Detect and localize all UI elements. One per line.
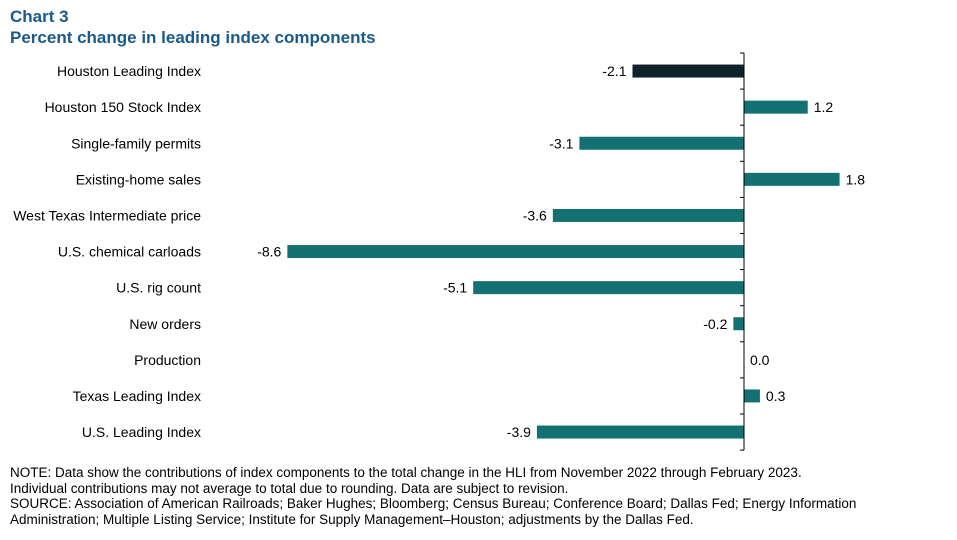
category-label: U.S. chemical carloads [58,244,201,260]
source-line: Administration; Multiple Listing Service… [10,511,694,527]
bar [552,208,744,222]
bar [536,425,744,439]
bar [744,100,808,114]
data-label: 0.3 [766,388,786,404]
data-label: 0.0 [750,352,770,368]
category-label: West Texas Intermediate price [13,207,201,223]
note-line: Individual contributions may not average… [10,480,569,496]
data-label: -5.1 [443,280,467,296]
data-label: -0.2 [703,316,727,332]
category-label: Single-family permits [71,135,201,151]
bar [473,281,744,295]
data-label: 1.2 [814,99,834,115]
category-label: Houston Leading Index [57,63,201,79]
bar [287,245,744,259]
bar [579,136,744,150]
category-label: Texas Leading Index [73,388,201,404]
source-line: SOURCE: Association of American Railroad… [10,496,857,512]
bar [744,172,840,186]
category-label: U.S. rig count [116,280,201,296]
data-label: 1.8 [846,171,866,187]
bar [632,64,744,78]
data-label: -3.9 [507,424,531,440]
data-label: -8.6 [257,244,281,260]
data-label: -2.1 [602,63,626,79]
category-label: Production [134,352,201,368]
category-label: New orders [129,316,201,332]
data-label: -3.6 [523,207,547,223]
category-label: U.S. Leading Index [82,424,201,440]
category-label: Houston 150 Stock Index [45,99,201,115]
category-label: Existing-home sales [76,171,201,187]
data-label: -3.1 [549,135,573,151]
chart-number: Chart 3 [10,7,69,26]
title-block: Chart 3 Percent change in leading index … [10,6,376,48]
note-line: NOTE: Data show the contributions of ind… [10,465,802,480]
bar [733,317,744,331]
chart-notes: NOTE: Data show the contributions of ind… [10,465,950,527]
chart-title: Percent change in leading index componen… [10,28,376,47]
bar [744,389,760,403]
